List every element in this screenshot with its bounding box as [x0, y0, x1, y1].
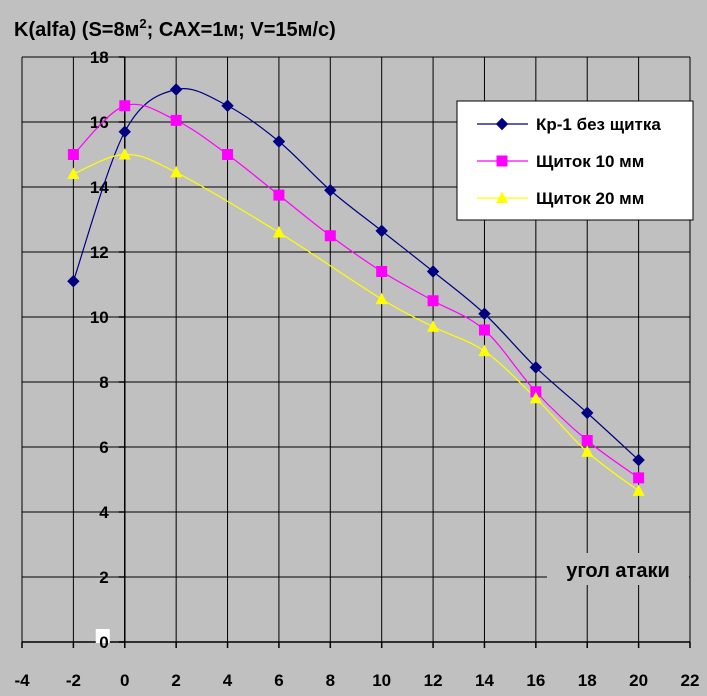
legend-swatch-marker [496, 155, 508, 167]
y-tick-label: 14 [90, 178, 109, 197]
data-point-series-1 [272, 135, 286, 148]
data-point-series-3 [375, 292, 388, 305]
data-point-series-1 [478, 307, 491, 320]
x-tick-label: 6 [274, 671, 283, 690]
data-point-series-1 [67, 275, 80, 288]
data-point-series-2 [427, 295, 439, 307]
data-point-series-1 [324, 184, 337, 197]
legend-label: Щиток 10 мм [536, 152, 644, 171]
y-tick-label: 16 [90, 113, 109, 132]
data-point-series-1 [375, 224, 388, 238]
data-point-series-2 [376, 266, 388, 277]
x-axis-label-text: угол атаки [566, 560, 670, 582]
data-point-series-1 [221, 99, 234, 112]
data-point-series-1 [529, 361, 543, 374]
data-point-series-3 [272, 226, 285, 238]
data-point-series-3 [529, 391, 542, 404]
legend-swatch-marker [495, 117, 509, 131]
x-tick-label: 2 [171, 671, 180, 690]
x-tick-label: 8 [326, 671, 335, 690]
y-tick-label: 10 [90, 308, 109, 327]
data-point-series-2 [633, 472, 645, 484]
data-point-series-3 [427, 320, 440, 332]
data-point-series-2 [119, 100, 131, 112]
series-line-3 [73, 153, 639, 492]
data-point-series-2 [273, 189, 285, 201]
y-tick-zero-box [95, 629, 110, 643]
data-point-series-2 [222, 149, 234, 160]
data-point-series-1 [118, 125, 131, 138]
y-tick-label: 8 [99, 373, 108, 392]
x-tick-label: 20 [629, 671, 648, 690]
y-tick-label: 12 [90, 243, 109, 262]
x-tick-label: 12 [424, 671, 443, 690]
series-markers [67, 83, 645, 496]
x-tick-label: -4 [14, 671, 30, 690]
x-tick-labels: -4 -2 0 2 4 6 8 10 12 14 16 18 20 22 [14, 671, 699, 690]
y-tick-label: 4 [99, 503, 109, 522]
data-point-series-1 [581, 406, 594, 420]
data-point-series-1 [426, 265, 440, 278]
x-tick-label: 22 [681, 671, 700, 690]
x-tick-label: 4 [223, 671, 233, 690]
chart-title: K(alfa) (S=8м2; САХ=1м; V=15м/с) [14, 16, 336, 41]
data-point-series-3 [67, 167, 80, 179]
y-tick-label: 18 [90, 48, 109, 67]
data-point-series-3 [581, 445, 594, 457]
x-tick-label: 16 [526, 671, 545, 690]
legend-label: Кр-1 без щитка [536, 115, 661, 134]
y-tick-label: 2 [99, 568, 108, 587]
data-point-series-3 [478, 344, 491, 357]
x-tick-label: 14 [475, 671, 494, 690]
y-tick-label: 0 [99, 633, 108, 652]
data-point-series-2 [324, 230, 336, 242]
y-tick-label: 6 [99, 438, 108, 457]
x-tick-label: -2 [66, 671, 81, 690]
data-point-series-3 [118, 148, 131, 160]
data-point-series-1 [169, 83, 183, 96]
legend: Кр-1 без щитка Щиток 10 мм Щиток 20 мм [456, 100, 694, 221]
x-axis-label: угол атаки [547, 553, 689, 585]
x-tick-label: 0 [120, 671, 129, 690]
data-point-series-2 [67, 149, 79, 160]
legend-swatch-marker [496, 191, 508, 203]
data-point-series-1 [632, 453, 645, 467]
legend-label: Щиток 20 мм [536, 189, 644, 208]
data-point-series-2 [478, 324, 490, 336]
data-point-series-2 [170, 114, 182, 126]
data-point-series-3 [170, 165, 183, 178]
x-tick-label: 18 [578, 671, 597, 690]
data-point-series-2 [581, 435, 593, 446]
data-point-series-3 [632, 484, 645, 496]
x-tick-label: 10 [372, 671, 391, 690]
